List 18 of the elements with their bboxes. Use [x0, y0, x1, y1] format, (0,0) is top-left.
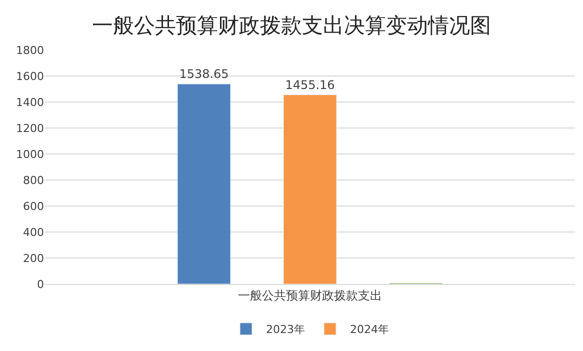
bar [283, 94, 337, 284]
y-tick-label: 400 [23, 226, 44, 239]
y-tick-label: 1200 [16, 122, 44, 135]
data-label: 1455.16 [285, 78, 335, 92]
y-tick-label: 0 [37, 278, 44, 291]
legend-label: 2024年 [350, 323, 389, 336]
y-tick-label: 600 [23, 200, 44, 213]
y-tick-label: 200 [23, 252, 44, 265]
y-tick-label: 1800 [16, 44, 44, 57]
bar [177, 84, 231, 284]
data-label: 1538.65 [179, 66, 229, 81]
y-tick-label: 1000 [16, 148, 44, 161]
chart-title: 一般公共预算财政拨款支出决算变动情况图 [92, 13, 491, 38]
y-tick-label: 800 [23, 174, 44, 187]
y-tick-label: 1600 [16, 70, 44, 83]
legend-label: 2023年 [266, 323, 305, 336]
y-tick-label: 1400 [16, 96, 44, 109]
x-tick-label: 一般公共预算财政拨款支出 [238, 288, 382, 302]
